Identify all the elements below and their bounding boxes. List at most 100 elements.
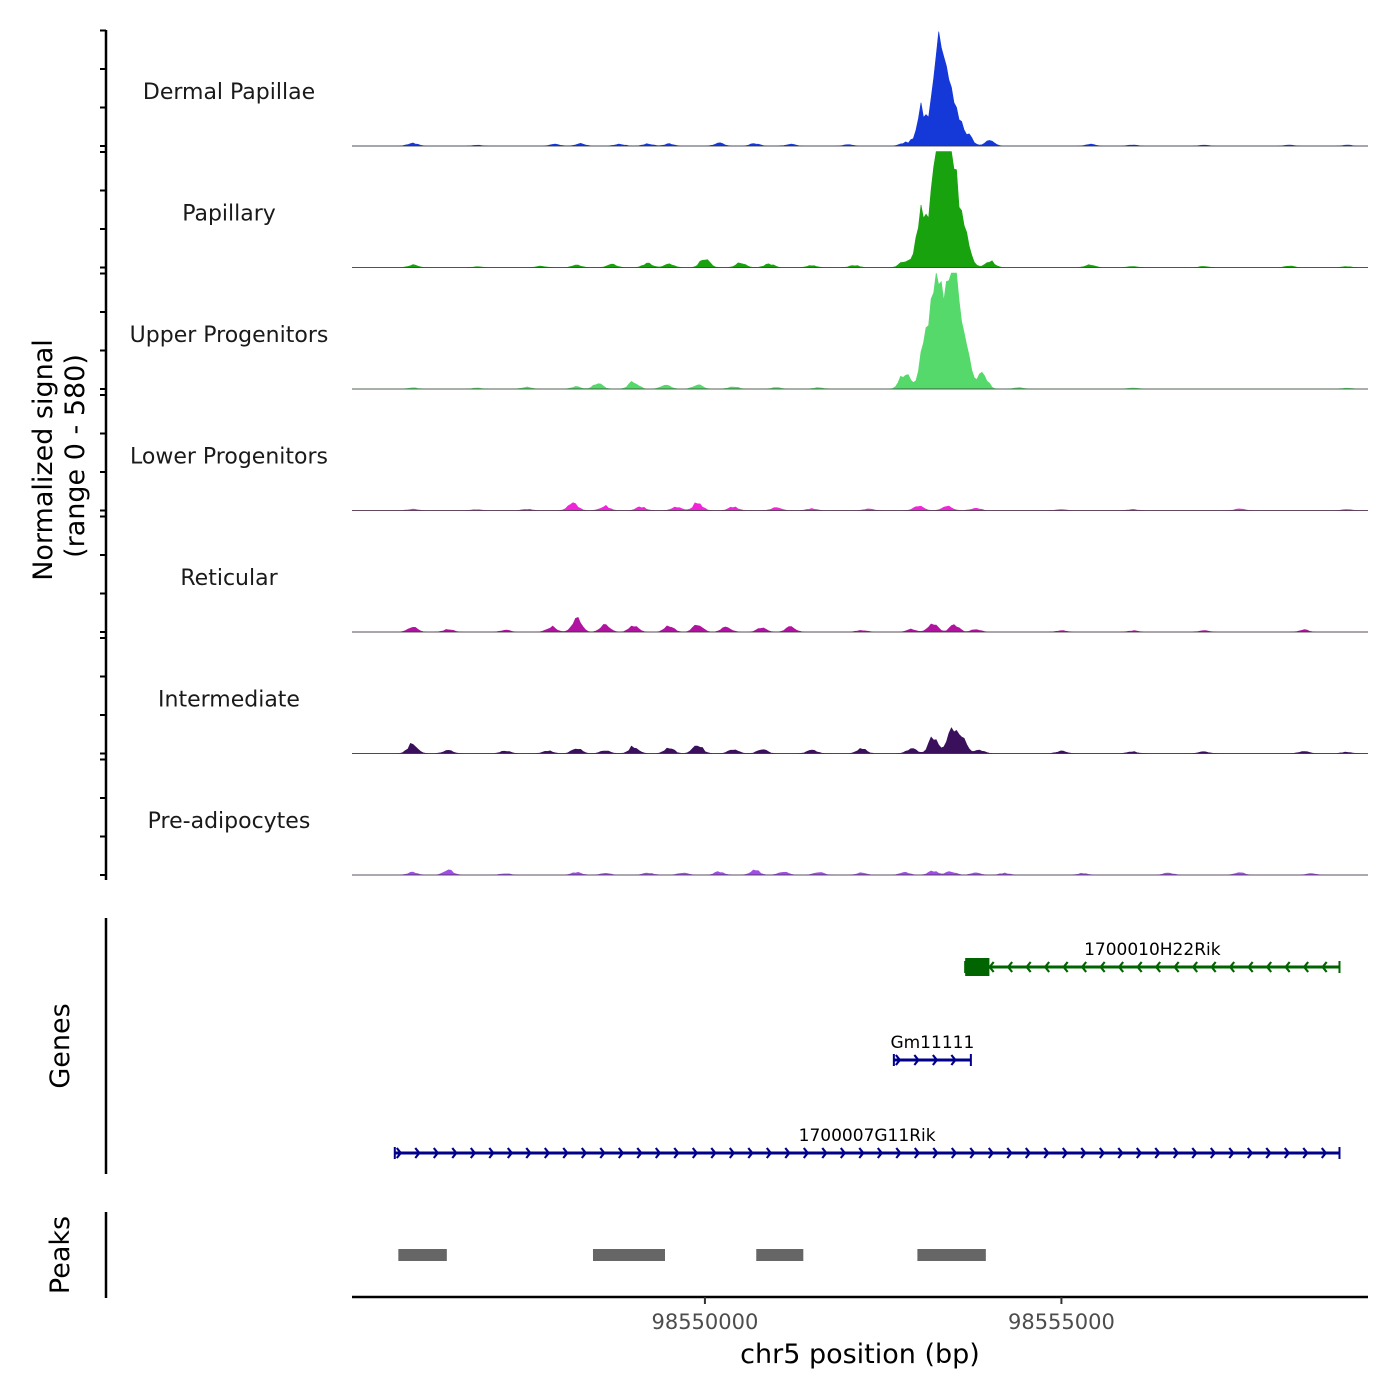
coverage-area-1 <box>352 31 1368 147</box>
peak-region-4 <box>917 1249 986 1261</box>
strand-arrow <box>1154 1147 1161 1159</box>
strand-arrow <box>950 1147 958 1159</box>
strand-arrow <box>1080 1147 1087 1159</box>
gene-label: 1700007G11Rik <box>799 1126 936 1146</box>
gene-1700010h22rik: 1700010H22Rik <box>964 940 1341 976</box>
coverage-area-6 <box>352 727 1368 754</box>
track-label: Reticular <box>180 566 278 591</box>
strand-arrow <box>1172 1147 1180 1159</box>
peak-region-1 <box>398 1249 447 1261</box>
gene-track: 1700010H22Rik Gm11111 1700007G11Rik <box>393 940 1341 1159</box>
strand-arrow <box>617 1147 625 1159</box>
coverage-track-lower-progenitors: Lower Progenitors <box>130 445 1368 511</box>
strand-arrow <box>599 1147 606 1159</box>
strand-arrow <box>1062 961 1069 973</box>
gene-gm11111: Gm11111 <box>890 1033 974 1066</box>
strand-arrow <box>1283 1147 1291 1159</box>
strand-arrow <box>1284 961 1291 973</box>
strand-arrow <box>1024 1147 1032 1159</box>
track-label: Pre-adipocytes <box>148 809 311 834</box>
strand-arrow <box>691 1147 699 1159</box>
strand-arrow <box>932 1054 939 1066</box>
coverage-area-4 <box>352 502 1368 511</box>
strand-arrow <box>414 1147 421 1159</box>
strand-arrow <box>1154 961 1162 973</box>
gene-1700007g11rik: 1700007G11Rik <box>393 1126 1341 1159</box>
strand-arrow <box>988 961 995 973</box>
strand-arrow <box>451 1147 458 1159</box>
strand-arrow <box>636 1147 643 1159</box>
strand-arrow <box>1321 961 1328 973</box>
strand-arrow <box>950 1054 957 1066</box>
strand-arrow <box>1247 961 1254 973</box>
track-label: Intermediate <box>158 688 300 713</box>
track-label: Papillary <box>182 202 276 227</box>
strand-arrow <box>580 1147 588 1159</box>
strand-arrow <box>1136 961 1143 973</box>
strand-arrow <box>1117 961 1125 973</box>
coverage-track-papillary: Papillary <box>182 151 1368 268</box>
track-label: Dermal Papillae <box>143 80 315 105</box>
strand-arrow <box>1006 1147 1013 1159</box>
coverage-track-reticular: Reticular <box>180 566 1368 633</box>
strand-arrow <box>932 1147 939 1159</box>
strand-arrow <box>987 1147 995 1159</box>
strand-arrow <box>969 1147 976 1159</box>
strand-arrow <box>1191 1147 1198 1159</box>
strand-arrow <box>525 1147 532 1159</box>
peak-region-2 <box>592 1249 665 1261</box>
strand-arrow <box>1191 961 1199 973</box>
coverage-ylabel-line2: (range 0 - 580) <box>60 354 91 558</box>
strand-arrow <box>802 1147 810 1159</box>
strand-arrow <box>728 1147 736 1159</box>
strand-arrow <box>1320 1147 1328 1159</box>
strand-arrow <box>765 1147 773 1159</box>
strand-arrow <box>1043 961 1051 973</box>
gene-label: Gm11111 <box>890 1033 974 1053</box>
x-tick-label: 98555000 <box>1008 1310 1115 1334</box>
strand-arrow <box>1228 961 1236 973</box>
coverage-area-3 <box>352 272 1368 390</box>
strand-arrow <box>1061 1147 1069 1159</box>
strand-arrow <box>913 1147 921 1159</box>
strand-arrow <box>488 1147 495 1159</box>
strand-arrow <box>895 1147 902 1159</box>
coverage-area-5 <box>352 617 1368 633</box>
coverage-track-pre-adipocytes: Pre-adipocytes <box>148 809 1368 876</box>
strand-arrow <box>784 1147 791 1159</box>
strand-arrow <box>1265 1147 1272 1159</box>
strand-arrow <box>895 1054 902 1066</box>
axes: 98550000 98555000 <box>100 29 1368 1334</box>
strand-arrow <box>432 1147 440 1159</box>
x-axis-title: chr5 position (bp) <box>740 1339 980 1370</box>
track-label: Lower Progenitors <box>130 445 328 470</box>
peak-track <box>398 1249 986 1261</box>
gene-label: 1700010H22Rik <box>1084 940 1221 960</box>
strand-arrow <box>710 1147 717 1159</box>
strand-arrow <box>1006 961 1014 973</box>
strand-arrow <box>1228 1147 1235 1159</box>
coverage-tracks: Dermal Papillae Papillary Upper Progenitor… <box>130 31 1368 876</box>
coverage-area-7 <box>352 869 1368 876</box>
strand-arrow <box>858 1147 865 1159</box>
genes-ylabel: Genes <box>45 1003 76 1088</box>
strand-arrow <box>1210 961 1217 973</box>
strand-arrow <box>506 1147 514 1159</box>
strand-arrow <box>747 1147 754 1159</box>
strand-arrow <box>562 1147 569 1159</box>
strand-arrow <box>1246 1147 1254 1159</box>
strand-arrow <box>1209 1147 1217 1159</box>
strand-arrow <box>1098 1147 1106 1159</box>
peaks-ylabel: Peaks <box>45 1216 76 1294</box>
strand-arrow <box>1173 961 1180 973</box>
strand-arrow <box>469 1147 477 1159</box>
coverage-track-upper-progenitors: Upper Progenitors <box>130 272 1368 390</box>
strand-arrow <box>876 1147 884 1159</box>
strand-arrow <box>673 1147 680 1159</box>
gene-exon <box>965 958 990 976</box>
strand-arrow <box>839 1147 847 1159</box>
strand-arrow <box>1043 1147 1050 1159</box>
peak-region-3 <box>756 1249 804 1261</box>
strand-arrow <box>1099 961 1106 973</box>
